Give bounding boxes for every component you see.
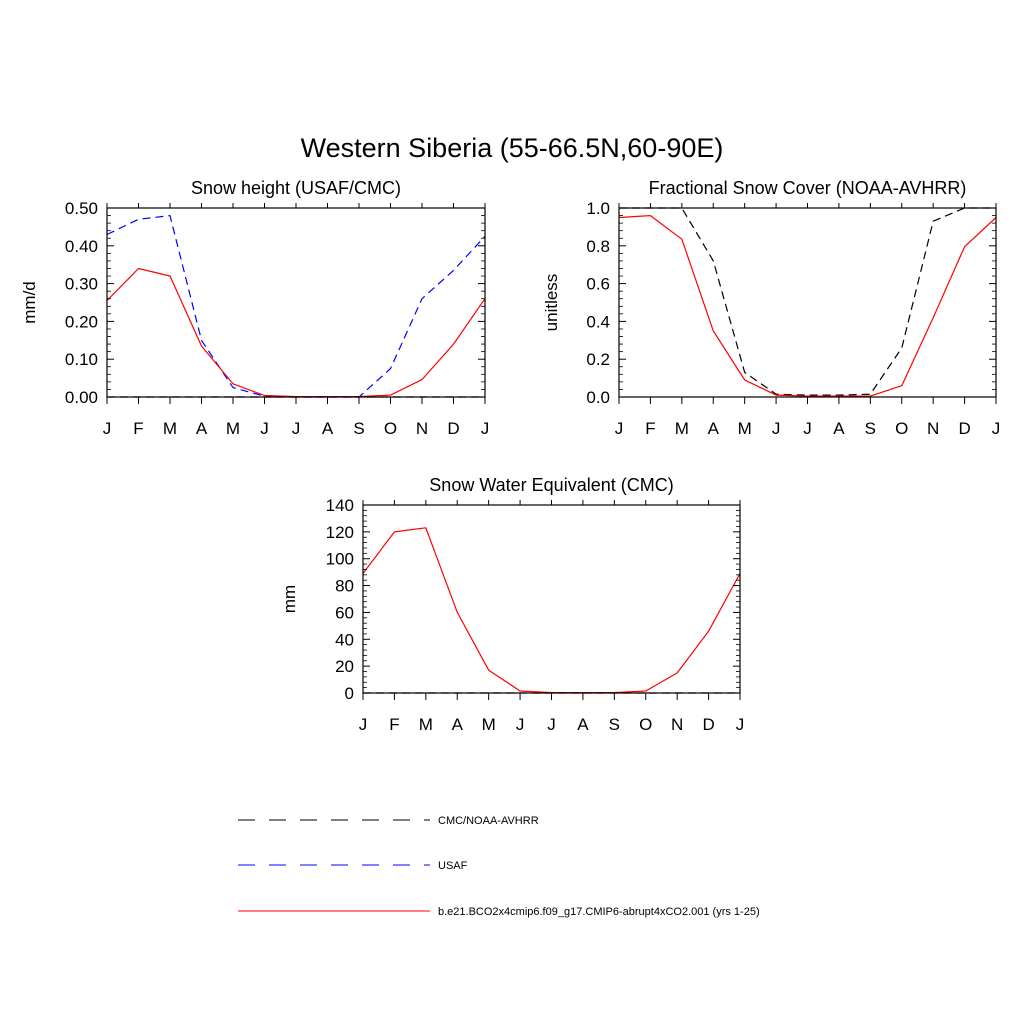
plot-frame <box>106 207 486 398</box>
y-tick-label: 0.40 <box>65 237 98 256</box>
series-group <box>106 215 486 398</box>
legend-item: USAF <box>238 860 468 872</box>
y-tick-label: 140 <box>326 496 354 515</box>
x-tick-label: J <box>103 419 112 438</box>
x-tick-label: M <box>226 419 240 438</box>
x-tick-label: J <box>516 715 525 734</box>
y-tick-label: 60 <box>335 603 354 622</box>
x-tick-label: J <box>803 419 812 438</box>
x-tick-label: M <box>675 419 689 438</box>
x-tick-label: O <box>639 715 652 734</box>
x-tick-label: F <box>389 715 399 734</box>
legend-item: b.e21.BCO2x4cmip6.f09_g17.CMIP6-abrupt4x… <box>238 906 760 918</box>
x-tick-label: J <box>292 419 301 438</box>
x-tick-label: J <box>992 419 1001 438</box>
x-tick-label: J <box>481 419 490 438</box>
x-tick-label: S <box>353 419 364 438</box>
x-tick-label: O <box>384 419 397 438</box>
y-tick-label: 120 <box>326 523 354 542</box>
y-tick-label: 0.2 <box>586 350 610 369</box>
panel-title: Snow Water Equivalent (CMC) <box>429 475 673 495</box>
x-tick-label: M <box>419 715 433 734</box>
series-line <box>106 215 486 398</box>
series-group <box>618 207 997 397</box>
x-tick-label: M <box>482 715 496 734</box>
chart-panel-1: Snow height (USAF/CMC) mm/d 0.00 0.10 0.20 0.… <box>20 178 489 438</box>
x-tick-label: J <box>359 715 368 734</box>
series-line <box>618 215 997 397</box>
x-tick-label: N <box>416 419 428 438</box>
series-group <box>362 527 741 694</box>
y-tick-label: 20 <box>335 657 354 676</box>
panel-title: Fractional Snow Cover (NOAA-AVHRR) <box>649 178 967 198</box>
series-line <box>362 527 741 694</box>
legend-item: CMC/NOAA-AVHRR <box>238 815 539 827</box>
y-tick-label: 0.00 <box>65 388 98 407</box>
y-tick-label: 0.0 <box>586 388 610 407</box>
legend: CMC/NOAA-AVHRR USAF b.e21.BCO2x4cmip6.f09_… <box>238 815 760 918</box>
x-tick-label: J <box>547 715 556 734</box>
legend-label: CMC/NOAA-AVHRR <box>438 815 539 827</box>
y-tick-label: 0.8 <box>586 237 610 256</box>
y-tick-label: 1.0 <box>586 199 610 218</box>
y-tick-label: 0.6 <box>586 275 610 294</box>
y-tick-label: 0.30 <box>65 275 98 294</box>
x-tick-label: N <box>927 419 939 438</box>
y-axis-label: mm <box>280 585 299 613</box>
x-tick-label: J <box>615 419 624 438</box>
x-tick-label: J <box>260 419 269 438</box>
x-tick-label: S <box>865 419 876 438</box>
y-axis-label: unitless <box>542 274 561 332</box>
y-axis-label: mm/d <box>20 281 39 324</box>
x-tick-label: O <box>895 419 908 438</box>
chart-panel-3: Snow Water Equivalent (CMC) mm 0 20 40 60 80 10… <box>280 475 744 734</box>
x-tick-label: A <box>196 419 208 438</box>
x-tick-label: N <box>671 715 683 734</box>
y-tick-label: 80 <box>335 577 354 596</box>
chart-panels: Snow height (USAF/CMC)mm/d0.000.100.200.… <box>20 178 1000 734</box>
legend-label: b.e21.BCO2x4cmip6.f09_g17.CMIP6-abrupt4x… <box>438 906 760 918</box>
panel-title: Snow height (USAF/CMC) <box>191 178 401 198</box>
x-tick-label: A <box>833 419 845 438</box>
x-tick-label: S <box>609 715 620 734</box>
y-tick-label: 0.50 <box>65 199 98 218</box>
x-tick-label: J <box>736 715 745 734</box>
figure-title: Western Siberia (55-66.5N,60-90E) <box>301 133 724 163</box>
x-tick-label: J <box>772 419 781 438</box>
x-tick-label: A <box>452 715 464 734</box>
x-tick-label: D <box>702 715 714 734</box>
y-tick-label: 100 <box>326 550 354 569</box>
x-tick-label: M <box>738 419 752 438</box>
y-tick-label: 0.4 <box>586 312 610 331</box>
y-tick-label: 0 <box>345 684 354 703</box>
chart-panel-2: Fractional Snow Cover (NOAA-AVHRR) unitle… <box>542 178 1000 438</box>
y-tick-label: 0.10 <box>65 350 98 369</box>
legend-label: USAF <box>438 860 468 872</box>
x-tick-label: F <box>645 419 655 438</box>
x-tick-label: M <box>163 419 177 438</box>
x-tick-label: F <box>133 419 143 438</box>
y-tick-label: 0.20 <box>65 312 98 331</box>
x-tick-label: A <box>577 715 589 734</box>
x-tick-label: A <box>322 419 334 438</box>
y-tick-label: 40 <box>335 630 354 649</box>
x-tick-label: A <box>708 419 720 438</box>
series-line <box>619 207 996 396</box>
x-tick-label: D <box>447 419 459 438</box>
series-line <box>106 267 486 398</box>
x-tick-label: D <box>958 419 970 438</box>
